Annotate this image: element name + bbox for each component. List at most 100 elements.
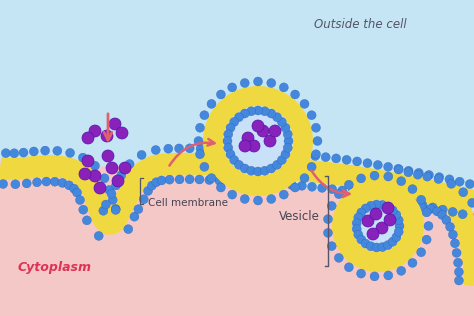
Circle shape — [366, 242, 375, 251]
Circle shape — [91, 161, 100, 170]
Circle shape — [94, 182, 106, 194]
Circle shape — [218, 145, 227, 154]
Circle shape — [323, 215, 332, 224]
Circle shape — [230, 155, 238, 165]
Circle shape — [108, 195, 117, 204]
Circle shape — [372, 200, 381, 209]
Circle shape — [352, 200, 404, 252]
Circle shape — [279, 190, 288, 199]
Circle shape — [378, 193, 387, 202]
Circle shape — [273, 160, 282, 169]
Circle shape — [395, 222, 404, 230]
Circle shape — [117, 171, 126, 180]
Circle shape — [196, 144, 205, 153]
Circle shape — [101, 130, 113, 142]
Circle shape — [383, 240, 392, 250]
Circle shape — [287, 180, 296, 190]
Circle shape — [252, 120, 264, 132]
Circle shape — [362, 215, 374, 227]
Circle shape — [237, 147, 246, 156]
Circle shape — [112, 175, 124, 187]
Circle shape — [345, 263, 354, 272]
Circle shape — [370, 272, 379, 281]
Circle shape — [195, 123, 204, 132]
Circle shape — [418, 201, 427, 210]
Circle shape — [382, 202, 394, 214]
Circle shape — [279, 149, 288, 158]
Circle shape — [242, 132, 254, 144]
Circle shape — [337, 186, 346, 195]
Circle shape — [89, 125, 101, 137]
Circle shape — [367, 228, 379, 240]
Circle shape — [203, 86, 313, 196]
Circle shape — [19, 148, 28, 157]
Circle shape — [454, 258, 463, 267]
Circle shape — [376, 222, 388, 234]
Circle shape — [291, 183, 300, 192]
Circle shape — [174, 144, 183, 153]
Circle shape — [223, 137, 232, 145]
Circle shape — [361, 239, 370, 248]
Circle shape — [413, 170, 422, 179]
Circle shape — [240, 164, 249, 173]
Circle shape — [230, 118, 238, 126]
Circle shape — [435, 173, 444, 182]
Circle shape — [388, 206, 397, 215]
Circle shape — [394, 227, 403, 236]
Circle shape — [240, 195, 249, 204]
Circle shape — [277, 155, 286, 165]
Circle shape — [465, 179, 474, 189]
Circle shape — [254, 196, 263, 205]
Circle shape — [446, 222, 455, 231]
Circle shape — [414, 168, 423, 177]
Circle shape — [384, 214, 396, 226]
Circle shape — [200, 162, 209, 171]
Circle shape — [267, 78, 276, 88]
Circle shape — [236, 178, 245, 187]
Circle shape — [217, 183, 226, 192]
Circle shape — [458, 210, 467, 219]
Circle shape — [406, 200, 415, 210]
Circle shape — [300, 100, 309, 108]
Circle shape — [53, 146, 62, 155]
Circle shape — [332, 180, 424, 272]
Circle shape — [408, 258, 417, 267]
Circle shape — [398, 197, 407, 206]
Circle shape — [102, 150, 114, 162]
Circle shape — [313, 137, 322, 145]
Circle shape — [240, 109, 249, 118]
Circle shape — [99, 206, 108, 215]
Circle shape — [281, 150, 290, 159]
Circle shape — [442, 216, 451, 225]
Circle shape — [257, 125, 269, 137]
Circle shape — [334, 253, 343, 262]
Circle shape — [269, 125, 281, 137]
Circle shape — [235, 160, 244, 169]
Circle shape — [428, 203, 437, 212]
Circle shape — [124, 225, 133, 234]
Circle shape — [425, 170, 434, 179]
Circle shape — [310, 151, 319, 161]
Circle shape — [455, 267, 464, 276]
Circle shape — [447, 179, 456, 188]
Circle shape — [352, 224, 361, 234]
Circle shape — [408, 199, 417, 208]
Circle shape — [195, 175, 204, 184]
Circle shape — [267, 164, 276, 173]
Circle shape — [94, 231, 103, 240]
Circle shape — [264, 135, 276, 147]
Circle shape — [157, 176, 166, 185]
Circle shape — [422, 235, 431, 244]
Circle shape — [105, 185, 114, 194]
Circle shape — [450, 239, 459, 248]
Circle shape — [228, 83, 237, 92]
Circle shape — [290, 149, 299, 159]
Circle shape — [348, 187, 357, 197]
Circle shape — [164, 144, 173, 153]
Polygon shape — [387, 173, 474, 287]
Circle shape — [423, 172, 432, 181]
Circle shape — [111, 205, 120, 215]
Circle shape — [217, 90, 226, 99]
Circle shape — [223, 106, 293, 176]
Circle shape — [327, 201, 336, 210]
